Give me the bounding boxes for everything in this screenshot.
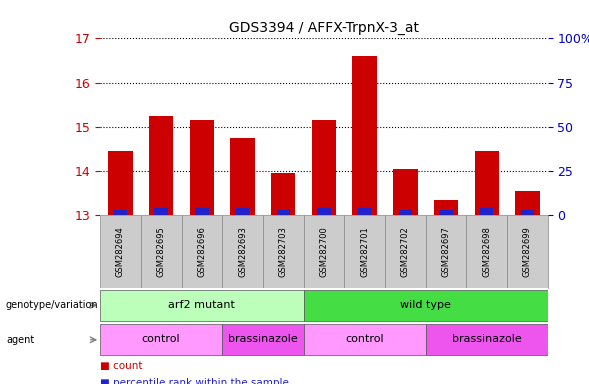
Bar [303,215,345,288]
Bar [434,200,458,215]
Bar [515,191,540,215]
Bar [399,210,412,215]
Bar [154,208,168,215]
Bar [393,169,418,215]
Bar [303,324,426,356]
Bar [507,215,548,288]
Bar [190,120,214,215]
Text: control: control [142,334,180,344]
Text: GSM282699: GSM282699 [523,226,532,277]
Bar [236,208,249,215]
Bar [195,208,209,215]
Title: GDS3394 / AFFX-TrpnX-3_at: GDS3394 / AFFX-TrpnX-3_at [229,21,419,35]
Bar [466,215,507,288]
Text: ■ percentile rank within the sample: ■ percentile rank within the sample [100,378,289,384]
Bar [358,208,371,215]
Bar [271,173,296,215]
Text: GSM282701: GSM282701 [360,226,369,277]
Text: brassinazole: brassinazole [228,334,298,344]
Bar [345,215,385,288]
Bar [521,210,534,215]
Text: GSM282703: GSM282703 [279,226,288,277]
Text: arf2 mutant: arf2 mutant [168,300,235,310]
Bar [352,56,377,215]
Bar [222,324,303,356]
Text: genotype/variation: genotype/variation [6,300,98,310]
Bar [277,210,290,215]
Bar [141,215,181,288]
Text: ■ count: ■ count [100,361,143,371]
Bar [303,290,548,321]
Bar [312,120,336,215]
Bar [439,210,453,215]
Text: agent: agent [6,335,34,345]
Text: GSM282693: GSM282693 [238,226,247,277]
Bar [222,215,263,288]
Bar [263,215,303,288]
Text: GSM282702: GSM282702 [401,226,410,277]
Bar [230,138,255,215]
Text: control: control [345,334,384,344]
Text: GSM282700: GSM282700 [319,226,329,277]
Bar [100,215,141,288]
Text: wild type: wild type [401,300,451,310]
Bar [100,290,303,321]
Bar [480,208,494,215]
Bar [317,208,330,215]
Bar [108,151,133,215]
Bar [100,324,222,356]
Text: GSM282695: GSM282695 [157,226,166,277]
Text: GSM282694: GSM282694 [116,226,125,277]
Bar [475,151,499,215]
Text: GSM282698: GSM282698 [482,226,491,277]
Bar [114,210,127,215]
Text: GSM282697: GSM282697 [442,226,451,277]
Bar [181,215,222,288]
Text: brassinazole: brassinazole [452,334,522,344]
Bar [426,324,548,356]
Bar [385,215,426,288]
Text: GSM282696: GSM282696 [197,226,206,277]
Bar [426,215,466,288]
Bar [149,116,173,215]
